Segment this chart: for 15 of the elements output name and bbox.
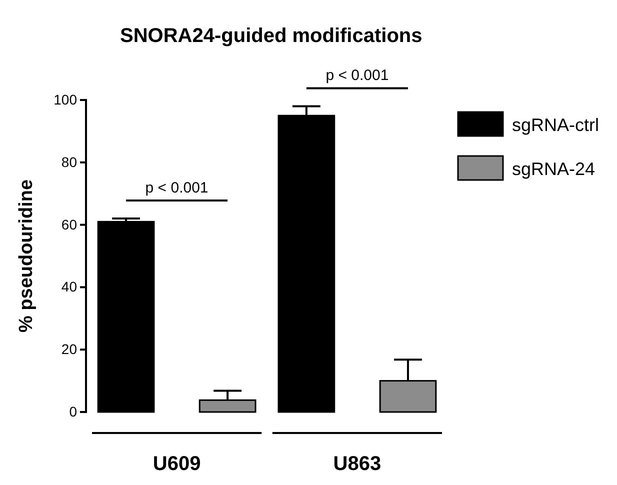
- y-tick-label: 40: [61, 278, 78, 295]
- y-axis-title: % pseudouridine: [16, 179, 37, 333]
- x-tick-label: U863: [333, 453, 382, 475]
- y-tick-label: 20: [61, 341, 78, 358]
- text: p < 0.001: [326, 67, 389, 84]
- x-tick-label: U609: [152, 453, 201, 475]
- legend-label: sgRNA-24: [512, 159, 596, 179]
- annotation: p < 0.001: [145, 180, 208, 197]
- legend-label: sgRNA-ctrl: [512, 115, 600, 135]
- y-tick-label: 0: [69, 403, 78, 420]
- y-tick-label: 100: [54, 91, 78, 108]
- chart-title: SNORA24-guided modifications: [120, 25, 422, 47]
- bar: [97, 220, 155, 413]
- y-tick-label: 80: [61, 154, 78, 170]
- y-tick-label: 60: [61, 216, 78, 232]
